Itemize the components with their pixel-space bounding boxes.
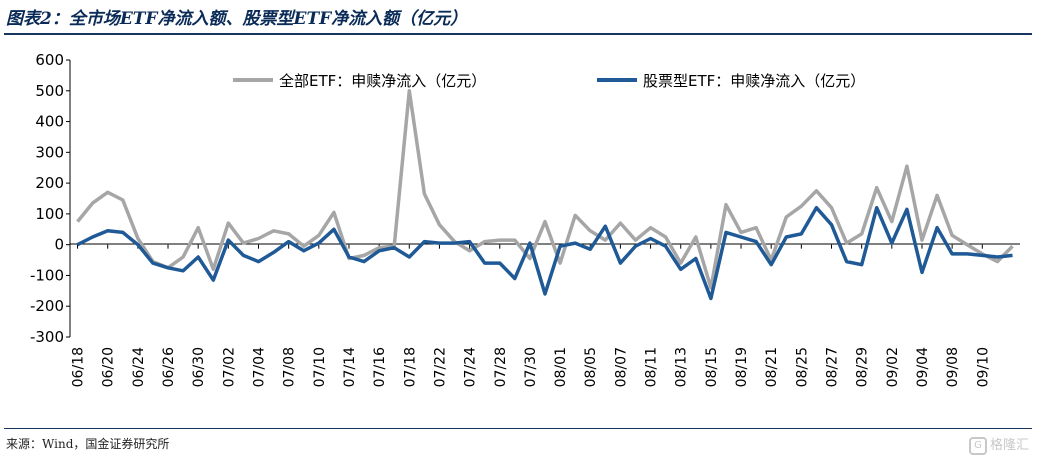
x-tick-label: 06/26 [161,347,177,387]
x-tick-label: 06/18 [71,347,87,387]
y-tick-label: -300 [30,328,64,346]
y-tick-label: 600 [35,51,64,69]
legend: 全部ETF：申赎净流入（亿元） 股票型ETF：申赎净流入（亿元） [233,72,865,90]
series-line-all-etf [76,89,1014,290]
y-axis-ticks: -300 -200 -100 0 100 200 300 400 500 600 [30,51,70,346]
source-note: 来源：Wind，国金证券研究所 [6,437,170,451]
x-tick-label: 07/22 [432,347,448,387]
y-tick-label: 300 [35,143,64,161]
title-divider [4,33,1032,35]
x-tick-label: 07/30 [523,347,539,387]
x-tick-label: 07/08 [282,347,298,387]
watermark-logo-icon: G [968,436,987,455]
x-tick-label: 06/20 [101,347,117,387]
footer-divider [4,428,1032,429]
x-tick-label: 09/10 [975,347,991,387]
x-tick-label: 08/25 [794,347,810,387]
x-tick-label: 09/04 [915,347,931,387]
x-tick-label: 07/24 [463,347,479,387]
x-tick-label: 06/30 [191,347,207,387]
x-tick-label: 08/29 [855,347,871,387]
series-lines [76,89,1014,301]
x-tick-label: 09/08 [945,347,961,387]
x-tick-label: 07/28 [493,347,509,387]
x-tick-label: 07/02 [221,347,237,387]
x-tick-label: 07/10 [312,347,328,387]
y-tick-label: 200 [35,174,64,192]
x-tick-label: 06/24 [131,347,147,387]
x-tick-label: 07/18 [402,347,418,387]
x-tick-label: 08/07 [613,347,629,387]
x-tick-label: 09/02 [885,347,901,387]
y-tick-label: 400 [35,113,64,131]
x-axis-ticks: 06/18 06/20 06/24 06/26 06/30 07/02 07/04 07/08… [71,244,991,387]
x-tick-label: 08/27 [825,347,841,387]
y-tick-label: -100 [30,266,64,284]
x-tick-label: 07/04 [251,347,267,387]
y-tick-label: 0 [54,236,64,254]
x-tick-label: 08/19 [734,347,750,387]
x-tick-label: 08/15 [704,347,720,387]
series-line-stock-etf [76,205,1013,301]
legend-label: 股票型ETF：申赎净流入（亿元） [643,72,865,90]
x-tick-label: 08/21 [764,347,780,387]
x-tick-label: 07/16 [372,347,388,387]
x-tick-label: 08/11 [644,347,660,387]
chart-title: 图表2：全市场ETF净流入额、股票型ETF净流入额（亿元） [6,9,468,29]
watermark-text: 格隆汇 [989,438,1029,453]
legend-label: 全部ETF：申赎净流入（亿元） [279,72,486,90]
y-tick-label: -200 [30,297,64,315]
y-tick-label: 500 [35,82,64,100]
y-tick-label: 100 [35,205,64,223]
x-tick-label: 08/13 [674,347,690,387]
watermark: G 格隆汇 [968,434,1029,455]
x-tick-label: 08/01 [553,347,569,387]
x-tick-label: 08/05 [583,347,599,387]
x-tick-label: 07/14 [342,347,358,387]
